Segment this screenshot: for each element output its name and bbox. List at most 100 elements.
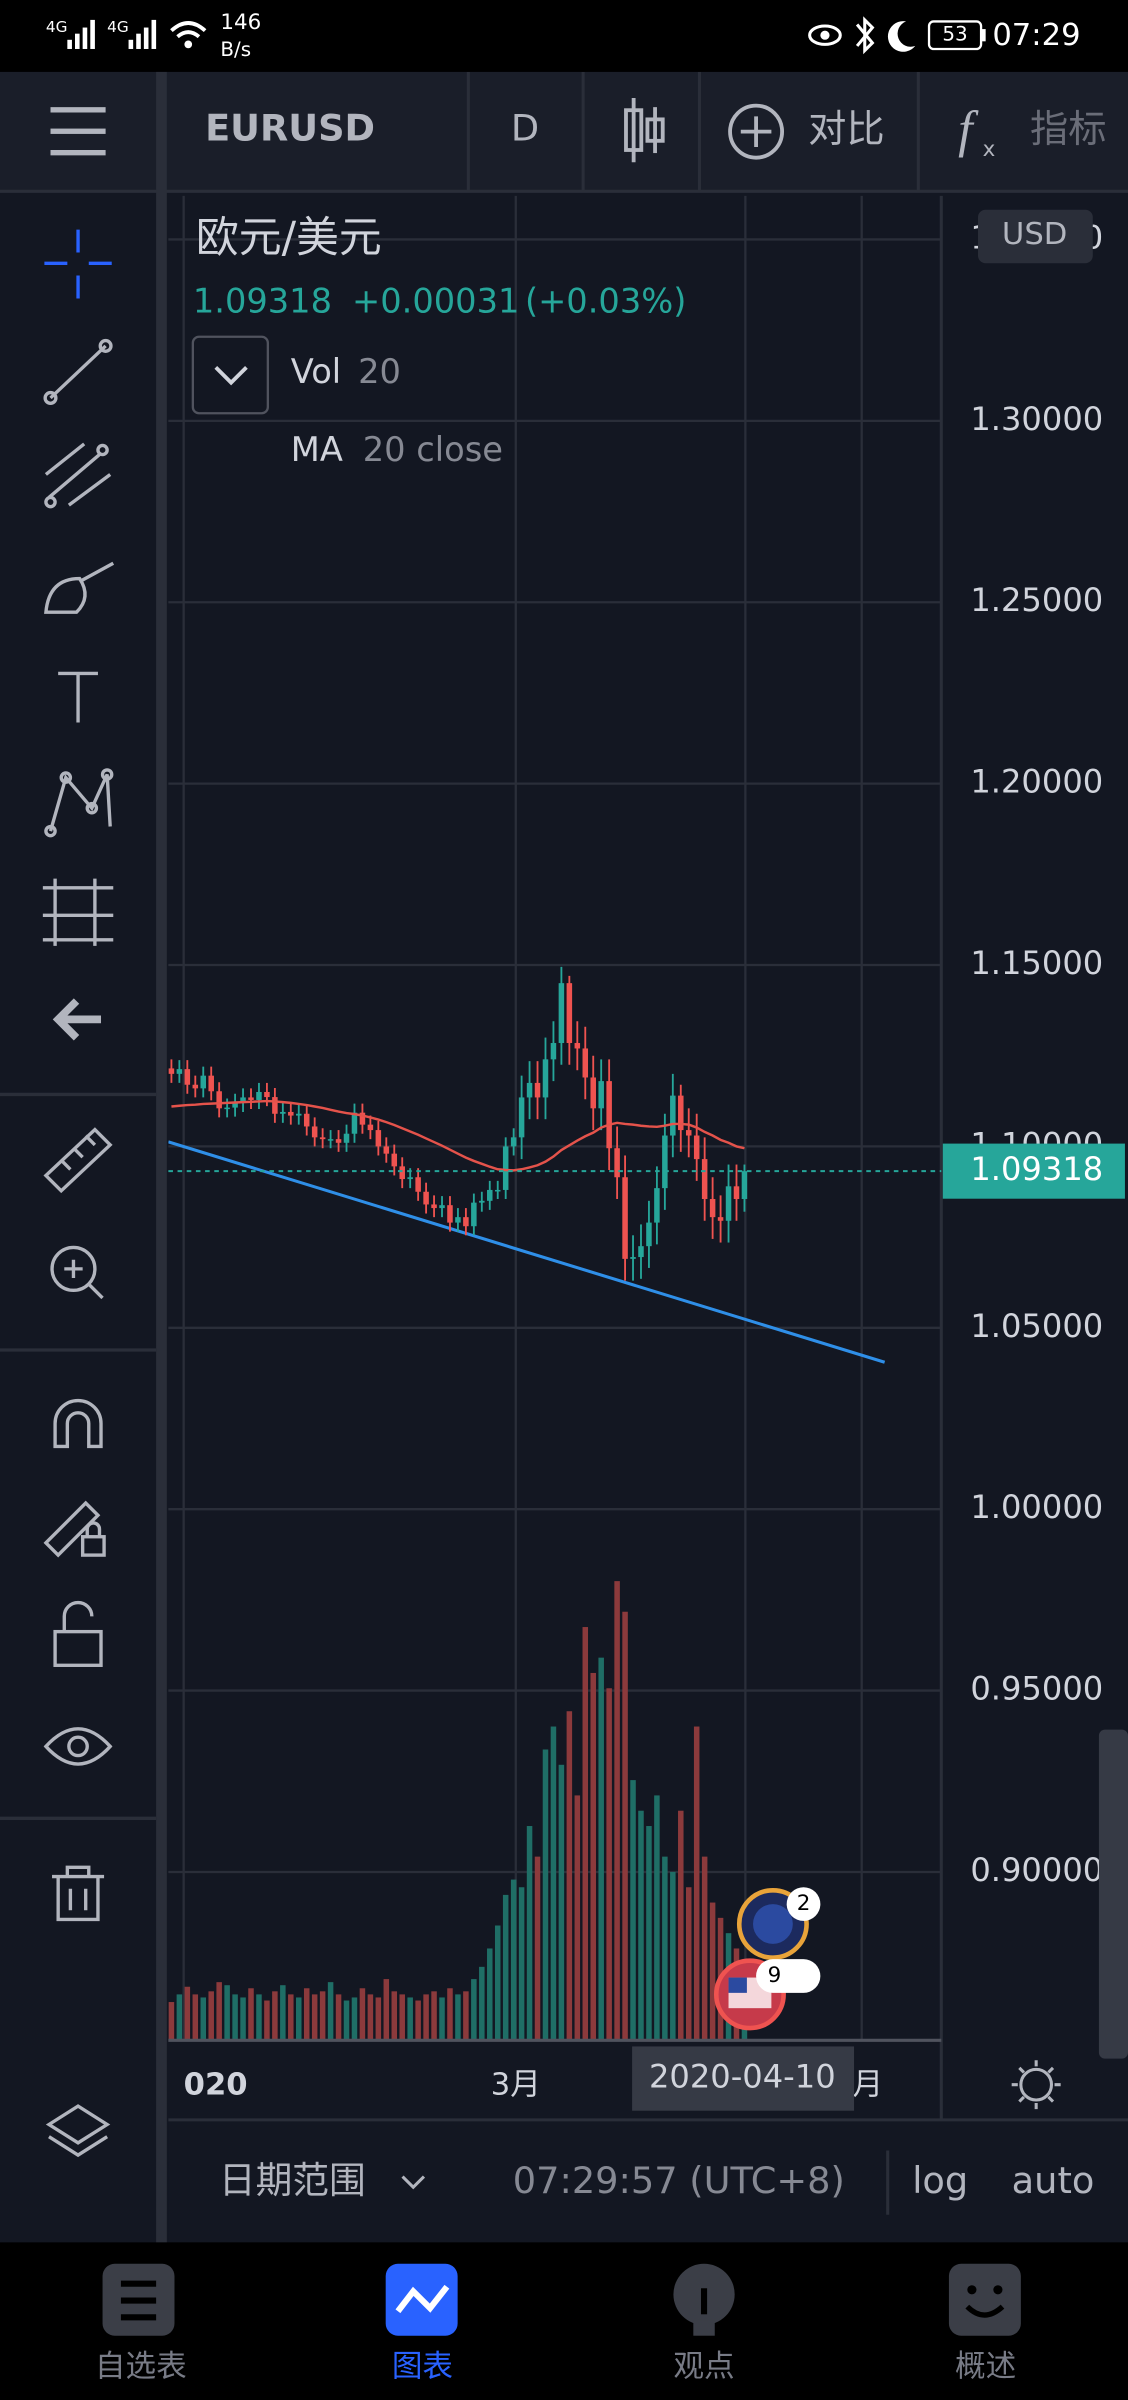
candle-body bbox=[264, 1091, 270, 1098]
date-range[interactable]: 日期范围 bbox=[219, 2159, 426, 2202]
legend: 欧元/美元 1.09318 +0.00031 (+0.03%) Vol 20 M… bbox=[191, 213, 686, 469]
volume-bar bbox=[192, 1994, 199, 2041]
volume-bar bbox=[264, 2000, 270, 2041]
candle-body bbox=[375, 1130, 382, 1147]
delete-tool[interactable] bbox=[52, 1865, 105, 1922]
nav-overview[interactable]: 概述 bbox=[948, 2263, 1021, 2385]
candle-body bbox=[550, 1043, 557, 1060]
y-tick-label: 1.00000 bbox=[970, 1488, 1103, 1526]
candle-body bbox=[192, 1084, 199, 1089]
volume-bar bbox=[582, 1627, 589, 2041]
events[interactable]: 2 9 bbox=[713, 1887, 821, 2031]
hide-panel[interactable] bbox=[52, 998, 102, 1041]
net-speed: 146 bbox=[220, 10, 261, 35]
candle-body bbox=[367, 1124, 374, 1131]
candle-body bbox=[526, 1082, 533, 1098]
volume-bar bbox=[630, 1780, 636, 2041]
volume-bar bbox=[423, 1994, 429, 2041]
nav-chart[interactable]: 图表 bbox=[385, 2263, 458, 2385]
crosshair-tool[interactable] bbox=[44, 229, 112, 299]
layers-tool[interactable] bbox=[45, 2104, 111, 2158]
volume-bar bbox=[415, 2000, 421, 2041]
volume-bar bbox=[518, 1887, 525, 2041]
candle-body bbox=[216, 1091, 222, 1109]
nav-label: 自选表 bbox=[95, 2349, 187, 2384]
scrollbar[interactable] bbox=[1098, 1729, 1128, 2059]
volume-bar bbox=[184, 1986, 191, 2041]
lock-drawing-tool[interactable] bbox=[43, 1500, 106, 1558]
candle-body bbox=[558, 983, 565, 1044]
volume-bar bbox=[510, 1879, 517, 2041]
auto-toggle[interactable]: auto bbox=[1012, 2159, 1095, 2202]
pattern-tool[interactable] bbox=[44, 768, 114, 838]
candle-body bbox=[200, 1075, 207, 1089]
candle-body bbox=[717, 1217, 724, 1221]
y-tick-label: 1.05000 bbox=[970, 1307, 1103, 1345]
interval[interactable]: D bbox=[511, 107, 539, 150]
log-toggle[interactable]: log bbox=[912, 2159, 968, 2202]
visibility-tool[interactable] bbox=[43, 1727, 113, 1766]
text-tool[interactable] bbox=[58, 671, 98, 723]
magnet-tool[interactable] bbox=[53, 1398, 103, 1449]
volume-bar bbox=[558, 1764, 565, 2041]
candle-body bbox=[534, 1082, 541, 1098]
net-speed-unit: B/s bbox=[220, 38, 251, 61]
volume-bar bbox=[240, 1997, 246, 2041]
zoom-tool[interactable] bbox=[50, 1245, 104, 1300]
settings-button[interactable] bbox=[1011, 2060, 1061, 2110]
candle-body bbox=[319, 1137, 326, 1140]
symbol-name: 欧元/美元 bbox=[196, 213, 382, 263]
candle-body bbox=[606, 1081, 612, 1149]
indicators-label: 指标 bbox=[1030, 107, 1106, 152]
candle-body bbox=[327, 1139, 334, 1141]
candle-body bbox=[224, 1107, 230, 1110]
volume-bar bbox=[375, 1997, 382, 2041]
nav-ideas[interactable]: 观点 bbox=[673, 2263, 735, 2385]
svg-text:x: x bbox=[983, 137, 996, 162]
lock-tool[interactable] bbox=[53, 1600, 103, 1667]
event-count: 9 bbox=[768, 1963, 782, 1988]
volume-bar bbox=[606, 1688, 612, 2041]
fib-tool[interactable] bbox=[44, 442, 112, 509]
session-clock: 07:29:57 (UTC+8) bbox=[513, 2159, 845, 2202]
compare-button[interactable]: 对比 bbox=[728, 103, 885, 160]
volume-bar bbox=[176, 1994, 183, 2041]
y-tick-label: 0.95000 bbox=[970, 1670, 1103, 1708]
volume-bar bbox=[526, 1826, 533, 2041]
volume-bar bbox=[487, 1948, 493, 2041]
symbol[interactable]: EURUSD bbox=[205, 107, 375, 150]
volume-bar bbox=[590, 1672, 596, 2041]
chart-style-button[interactable] bbox=[624, 97, 665, 163]
ma-param: 20 close bbox=[363, 430, 503, 469]
date-range-label: 日期范围 bbox=[219, 2159, 366, 2202]
menu-button[interactable] bbox=[50, 107, 106, 156]
volume-bar bbox=[574, 1795, 581, 2041]
candle-body bbox=[693, 1135, 700, 1160]
collapse-button[interactable] bbox=[191, 335, 269, 415]
nav-watchlist[interactable]: 自选表 bbox=[95, 2263, 187, 2385]
trend-line[interactable] bbox=[168, 1140, 886, 1364]
brush-tool[interactable] bbox=[44, 561, 115, 614]
trendline-tool[interactable] bbox=[43, 338, 113, 405]
compare-label: 对比 bbox=[808, 107, 884, 152]
x-tick-label: 020 bbox=[184, 2068, 248, 2103]
candle-body bbox=[407, 1177, 413, 1180]
prediction-tool[interactable] bbox=[42, 878, 114, 946]
candle-body bbox=[701, 1159, 708, 1200]
x-tick-label: 3月 bbox=[491, 2068, 541, 2103]
crosshair-date: 2020-04-10 bbox=[649, 2058, 836, 2096]
currency-label: USD bbox=[1002, 217, 1067, 252]
volume-bar bbox=[494, 1925, 501, 2041]
volume-bar bbox=[319, 1991, 326, 2041]
candle-body bbox=[685, 1130, 692, 1136]
candle-body bbox=[423, 1191, 429, 1205]
volume-bar bbox=[248, 1988, 254, 2041]
y-tick-label: 1.20000 bbox=[970, 763, 1103, 801]
candle-body bbox=[168, 1068, 175, 1074]
y-tick-label: 1.25000 bbox=[970, 581, 1103, 619]
candle-body bbox=[280, 1111, 286, 1114]
candle-body bbox=[431, 1204, 437, 1209]
ruler-tool[interactable] bbox=[43, 1127, 113, 1194]
volume-bar bbox=[224, 1985, 230, 2041]
candle-body bbox=[184, 1069, 191, 1085]
